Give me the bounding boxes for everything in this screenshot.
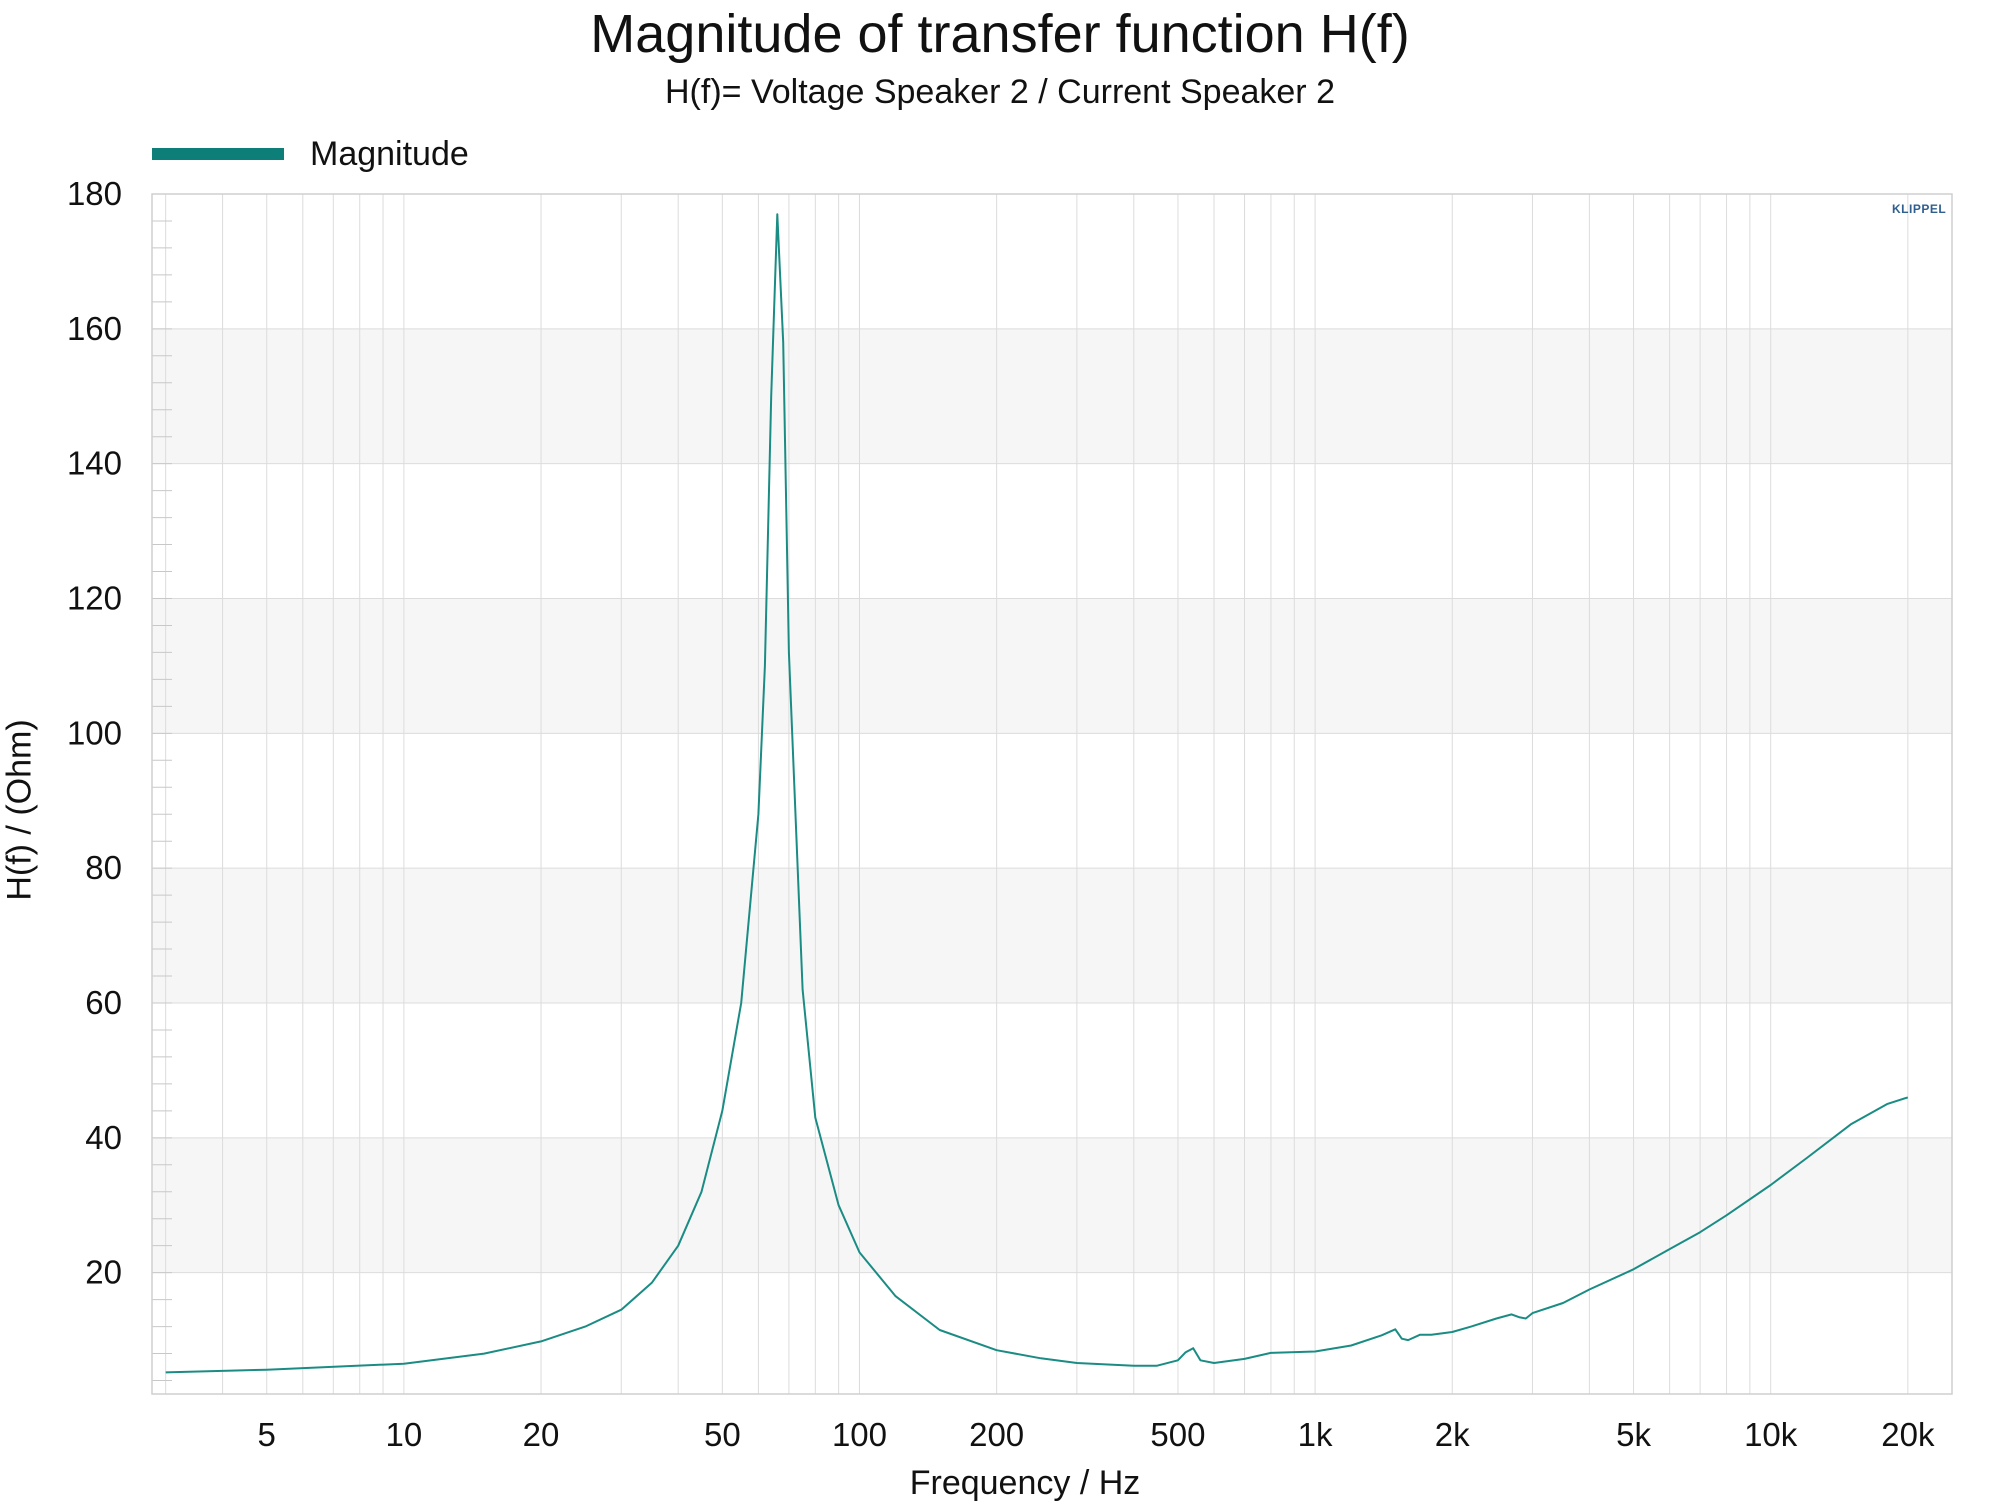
legend: Magnitude	[152, 134, 469, 174]
y-tick-label: 100	[67, 714, 122, 751]
plot-frame	[151, 193, 1953, 1395]
y-tick-label: 20	[85, 1254, 122, 1291]
x-tick-label: 50	[704, 1416, 741, 1453]
klippel-logo: KLIPPEL	[1892, 202, 1947, 216]
grid-band	[152, 328, 1952, 464]
x-tick-label: 20k	[1881, 1416, 1935, 1453]
y-tick-label: 120	[67, 579, 122, 616]
y-tick-label: 40	[85, 1119, 122, 1156]
x-tick-label: 5	[258, 1416, 276, 1453]
x-tick-label: 100	[832, 1416, 887, 1453]
x-tick-label: 5k	[1616, 1416, 1651, 1453]
x-tick-label: 1k	[1298, 1416, 1333, 1453]
x-tick-label: 2k	[1435, 1416, 1470, 1453]
x-tick-label: 500	[1150, 1416, 1205, 1453]
legend-label-magnitude: Magnitude	[310, 135, 469, 173]
series-line-magnitude	[165, 213, 1909, 1374]
y-tick-label: 60	[85, 984, 122, 1021]
y-tick-label: 160	[67, 310, 122, 347]
y-tick-label: 140	[67, 445, 122, 482]
legend-swatch	[152, 148, 284, 160]
x-tick-label: 10k	[1744, 1416, 1798, 1453]
grid-band	[152, 868, 1952, 1003]
x-tick-label: 20	[523, 1416, 560, 1453]
chart-title: Magnitude of transfer function H(f)	[590, 4, 1410, 64]
grid-band	[152, 1137, 1952, 1273]
x-axis-label: Frequency / Hz	[909, 1464, 1141, 1502]
x-tick-label: 200	[969, 1416, 1024, 1453]
y-tick-label: 180	[67, 175, 122, 212]
y-tick-label: 80	[85, 849, 122, 886]
x-tick-label: 10	[386, 1416, 423, 1453]
chart-subtitle: H(f)= Voltage Speaker 2 / Current Speake…	[665, 73, 1335, 111]
grid-band	[152, 598, 1952, 734]
